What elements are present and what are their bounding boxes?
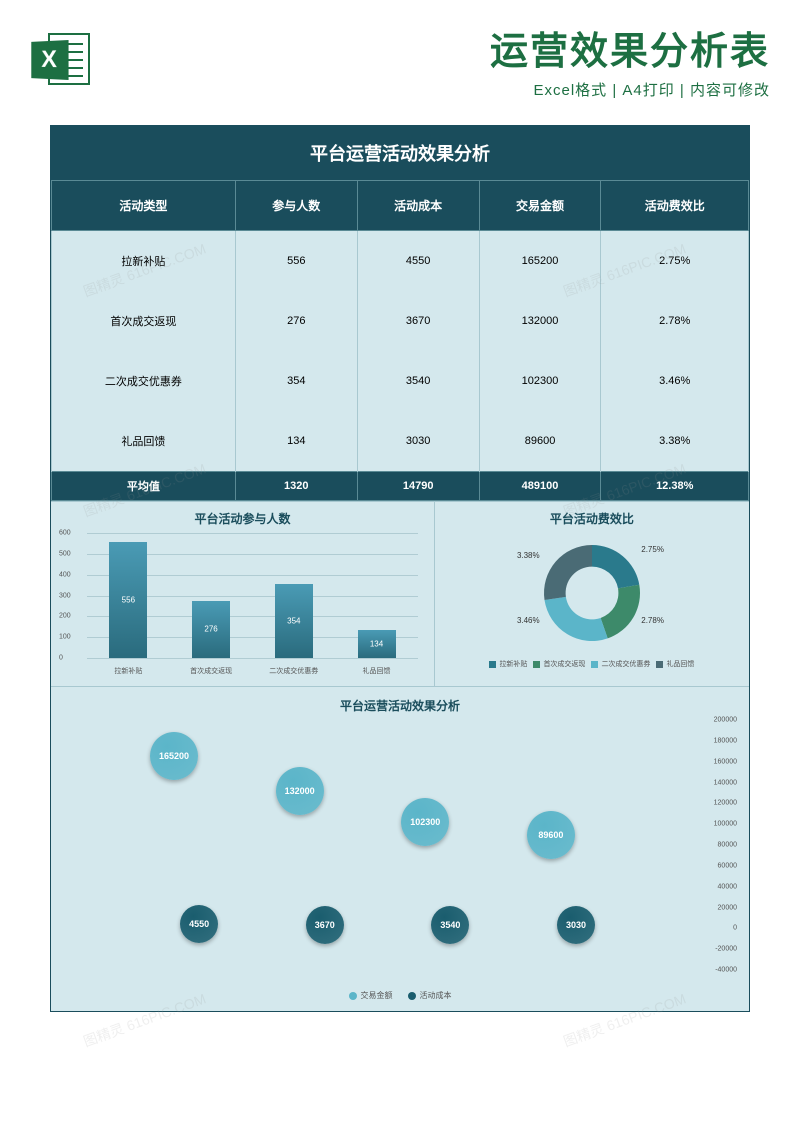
table-cell: 276 [235, 291, 357, 351]
bubble-chart: 2000001800001600001400001200001000008000… [61, 720, 689, 970]
table-cell: 3.46% [601, 351, 749, 411]
bubble: 4550 [180, 905, 218, 943]
header-subtitle: Excel格式 | A4打印 | 内容可修改 [105, 79, 770, 100]
table-cell: 二次成交优惠券 [52, 351, 236, 411]
donut-label: 3.46% [517, 616, 540, 625]
bar: 134 [358, 630, 396, 658]
table-row: 首次成交返现27636701320002.78% [52, 291, 749, 351]
table-cell: 礼品回馈 [52, 411, 236, 472]
table-header: 活动类型 [52, 181, 236, 231]
table-cell: 102300 [479, 351, 601, 411]
donut-chart-title: 平台活动费效比 [443, 510, 741, 527]
document-preview: 平台运营活动效果分析 活动类型参与人数活动成本交易金额活动费效比 拉新补贴556… [50, 125, 750, 1012]
table-cell: 首次成交返现 [52, 291, 236, 351]
table-cell: 2.75% [601, 231, 749, 292]
table-row: 礼品回馈1343030896003.38% [52, 411, 749, 472]
donut-label: 2.75% [641, 545, 664, 554]
legend-item: 首次成交返现 [533, 659, 585, 669]
excel-icon: X [30, 33, 90, 88]
table-cell: 拉新补贴 [52, 231, 236, 292]
table-cell: 14790 [357, 472, 479, 501]
table-cell: 89600 [479, 411, 601, 472]
table-cell: 556 [235, 231, 357, 292]
bar: 276 [192, 601, 230, 659]
bar: 354 [275, 584, 313, 658]
donut-legend: 拉新补贴首次成交返现二次成交优惠券礼品回馈 [489, 659, 694, 669]
table-cell: 12.38% [601, 472, 749, 501]
bar-chart-panel: 平台活动参与人数 0100200300400500600556276354134… [51, 502, 435, 686]
bubble-chart-panel: 平台运营活动效果分析 20000018000016000014000012000… [51, 686, 749, 1011]
bubble-chart-title: 平台运营活动效果分析 [61, 697, 739, 714]
bar: 556 [109, 542, 147, 658]
table-cell: 平均值 [52, 472, 236, 501]
bubble: 89600 [527, 811, 575, 859]
table-cell: 3670 [357, 291, 479, 351]
table-cell: 165200 [479, 231, 601, 292]
table-cell: 2.78% [601, 291, 749, 351]
table-cell: 354 [235, 351, 357, 411]
bar-chart-title: 平台活动参与人数 [59, 510, 426, 527]
table-cell: 1320 [235, 472, 357, 501]
bubble-legend: 交易金额 活动成本 [61, 990, 739, 1001]
table-cell: 4550 [357, 231, 479, 292]
table-header: 活动费效比 [601, 181, 749, 231]
donut-chart-panel: 平台活动费效比 2.75%2.78%3.46%3.38% 拉新补贴首次成交返现二… [435, 502, 749, 686]
doc-title: 平台运营活动效果分析 [51, 126, 749, 180]
legend-item: 活动成本 [408, 990, 452, 1001]
table-row: 二次成交优惠券35435401023003.46% [52, 351, 749, 411]
legend-item: 拉新补贴 [489, 659, 527, 669]
legend-item: 交易金额 [349, 990, 393, 1001]
bubble: 165200 [150, 732, 198, 780]
bubble: 3540 [431, 906, 469, 944]
table-header: 交易金额 [479, 181, 601, 231]
table-header: 参与人数 [235, 181, 357, 231]
bar-chart: 0100200300400500600556276354134拉新补贴首次成交返… [59, 533, 426, 678]
header-title: 运营效果分析表 [105, 20, 770, 75]
page-header: X 运营效果分析表 Excel格式 | A4打印 | 内容可修改 [0, 0, 800, 110]
bubble: 102300 [401, 798, 449, 846]
table-avg-row: 平均值13201479048910012.38% [52, 472, 749, 501]
table-header: 活动成本 [357, 181, 479, 231]
legend-item: 礼品回馈 [656, 659, 694, 669]
bubble: 132000 [276, 767, 324, 815]
bubble: 3670 [306, 906, 344, 944]
bubble: 3030 [557, 906, 595, 944]
data-table: 活动类型参与人数活动成本交易金额活动费效比 拉新补贴55645501652002… [51, 180, 749, 501]
donut-label: 3.38% [517, 551, 540, 560]
table-cell: 489100 [479, 472, 601, 501]
table-cell: 3030 [357, 411, 479, 472]
table-cell: 132000 [479, 291, 601, 351]
donut-chart: 2.75%2.78%3.46%3.38% [532, 533, 652, 653]
donut-label: 2.78% [641, 616, 664, 625]
table-cell: 3.38% [601, 411, 749, 472]
table-row: 拉新补贴55645501652002.75% [52, 231, 749, 292]
table-cell: 134 [235, 411, 357, 472]
legend-item: 二次成交优惠券 [591, 659, 650, 669]
table-cell: 3540 [357, 351, 479, 411]
